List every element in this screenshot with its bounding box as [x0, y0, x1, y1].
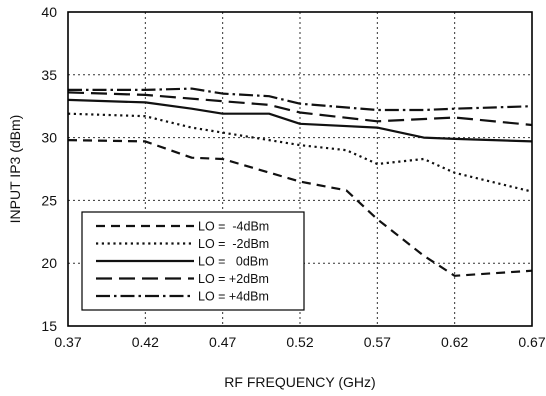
x-tick-label: 0.57 — [364, 334, 391, 350]
legend-label: LO = +4dBm — [198, 290, 269, 304]
x-axis-label: RF FREQUENCY (GHz) — [224, 374, 375, 390]
series-line-0 — [67, 139, 533, 277]
x-tick-label: 0.42 — [132, 334, 159, 350]
series-line-3 — [67, 91, 533, 127]
legend-label: LO = -2dBm — [198, 237, 269, 251]
plot-frame — [67, 11, 533, 327]
legend-label: LO = +2dBm — [198, 272, 269, 286]
y-tick-labels: 15 20 25 30 35 40 — [41, 4, 57, 334]
series-line-4 — [68, 87, 533, 112]
x-tick-label: 0.52 — [286, 334, 313, 350]
x-tick-label: 0.37 — [54, 334, 81, 350]
y-tick-label: 40 — [41, 4, 57, 20]
legend-label: LO = -4dBm — [198, 220, 269, 234]
y-tick-label: 25 — [41, 192, 57, 208]
x-tick-label: 0.47 — [209, 334, 236, 350]
x-tick-label: 0.67 — [518, 334, 545, 350]
y-tick-label: 20 — [41, 255, 57, 271]
legend-label: LO = 0dBm — [198, 255, 269, 269]
x-tick-labels: 0.37 0.42 0.47 0.52 0.57 0.62 0.67 — [54, 334, 545, 350]
series-line-2 — [67, 98, 533, 143]
series-line-1 — [67, 112, 533, 193]
y-tick-label: 30 — [41, 130, 57, 146]
y-axis-label: INPUT IP3 (dBm) — [7, 115, 23, 224]
x-tick-label: 0.62 — [441, 334, 468, 350]
y-tick-label: 35 — [41, 67, 57, 83]
y-tick-label: 15 — [41, 318, 57, 334]
series-layer — [67, 87, 533, 277]
legend: LO = -4dBm LO = -2dBm LO = 0dBm LO = +2dBm L… — [81, 211, 305, 311]
